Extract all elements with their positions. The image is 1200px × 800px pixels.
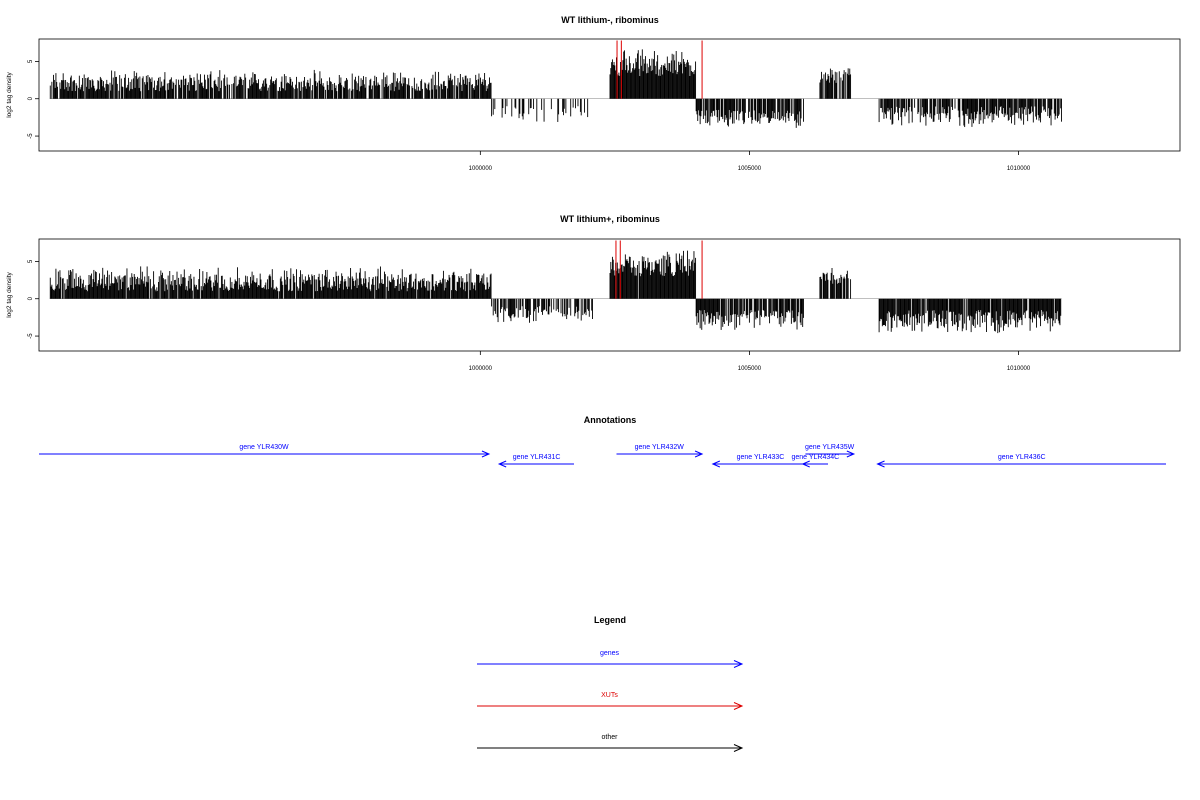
x-tick-label: 1005000 xyxy=(738,366,762,372)
legend-item: other xyxy=(477,734,744,752)
axis-ticks: -5 0 5 1000000 1005000 1010000 xyxy=(28,259,1031,372)
gene-label: gene YLR431C xyxy=(513,454,561,461)
gene-annotation: gene YLR436C xyxy=(876,454,1166,468)
x-tick-label: 1000000 xyxy=(469,366,493,372)
legend-item: genes xyxy=(477,650,744,668)
legend-label: XUTs xyxy=(601,692,618,699)
y-tick-label: -5 xyxy=(28,333,34,339)
gene-annotation: gene YLR431C xyxy=(497,454,574,468)
legend-items: genes XUTs other xyxy=(477,650,744,752)
gene-annotation: gene YLR430W xyxy=(39,444,491,458)
gene-arrow-head xyxy=(801,460,810,468)
chart-title: WT lithium+, ribominus xyxy=(560,214,660,224)
gene-arrow-head xyxy=(711,460,721,468)
panel-lithium-plus: WT lithium+, ribominus log2 tag density … xyxy=(6,214,1181,372)
chart-title: WT lithium-, ribominus xyxy=(561,15,659,25)
gene-annotation: gene YLR432W xyxy=(616,444,704,458)
y-tick-label: 5 xyxy=(28,259,34,263)
legend-arrow-head xyxy=(733,702,744,710)
gene-label: gene YLR435W xyxy=(805,444,855,451)
axis-ticks: -5 0 5 1000000 1005000 1010000 xyxy=(28,59,1031,172)
legend-title: Legend xyxy=(594,615,626,625)
annotations-title: Annotations xyxy=(584,415,637,425)
panel-lithium-minus: WT lithium-, ribominus log2 tag density … xyxy=(6,15,1181,172)
bar-series xyxy=(49,240,1062,334)
gene-arrow-head xyxy=(876,460,885,468)
gene-label: gene YLR430W xyxy=(239,444,289,451)
bar-series xyxy=(49,40,1063,128)
gene-label: gene YLR434C xyxy=(791,454,839,461)
y-axis-label: log2 tag density xyxy=(6,71,13,117)
gene-annotation: gene YLR433C xyxy=(711,454,809,468)
gene-arrow-head xyxy=(694,450,704,458)
legend-label: genes xyxy=(600,650,620,657)
gene-label: gene YLR433C xyxy=(737,454,785,461)
legend-arrow-head xyxy=(733,744,744,752)
gene-label: gene YLR432W xyxy=(635,444,685,451)
y-tick-label: 0 xyxy=(28,296,34,300)
gene-annotation: gene YLR434C xyxy=(791,454,839,468)
gene-annotation: gene YLR435W xyxy=(805,444,856,458)
x-tick-label: 1010000 xyxy=(1007,166,1031,172)
x-tick-label: 1000000 xyxy=(469,166,493,172)
x-tick-label: 1005000 xyxy=(738,166,762,172)
legend-panel: Legend genes XUTs other xyxy=(477,615,744,752)
gene-label: gene YLR436C xyxy=(998,454,1046,461)
legend-arrow-head xyxy=(733,660,744,668)
gene-arrow-head xyxy=(497,460,507,468)
gene-arrow-head xyxy=(846,450,856,458)
legend-item: XUTs xyxy=(477,692,744,710)
x-tick-label: 1010000 xyxy=(1007,366,1031,372)
plot-frame xyxy=(38,38,1181,152)
y-tick-label: 5 xyxy=(28,59,34,63)
y-tick-label: 0 xyxy=(28,96,34,100)
y-tick-label: -5 xyxy=(28,133,34,139)
legend-label: other xyxy=(602,734,619,741)
y-axis-label: log2 tag density xyxy=(6,271,13,317)
gene-track: gene YLR430W gene YLR431C gene YLR432W gene… xyxy=(39,444,1166,468)
gene-arrow-head xyxy=(481,450,491,458)
plot-frame xyxy=(38,238,1181,352)
